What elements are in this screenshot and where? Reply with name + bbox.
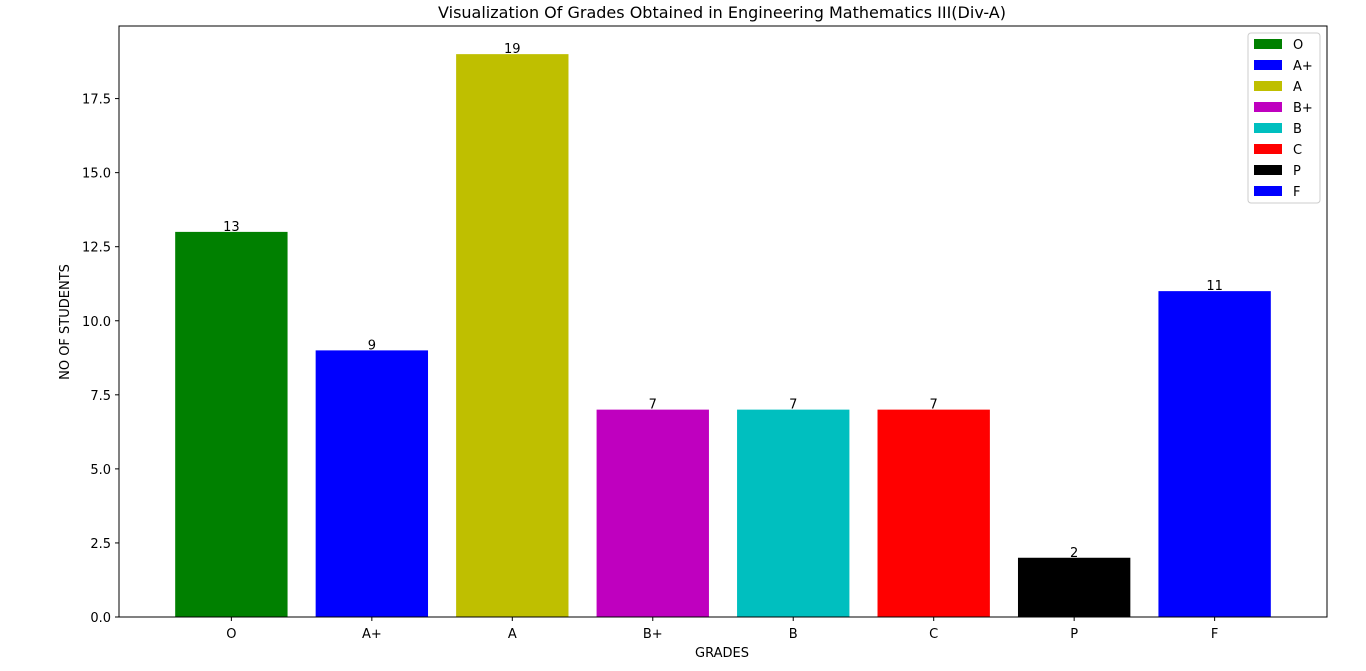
chart-title: Visualization Of Grades Obtained in Engi…: [438, 3, 1006, 22]
y-tick-label: 5.0: [90, 463, 111, 478]
plot-frame: [118, 25, 1328, 618]
bar-F: [1158, 291, 1271, 617]
data-label-A+: 9: [368, 338, 376, 353]
data-label-A: 19: [504, 42, 521, 57]
x-tick-label: F: [1211, 627, 1218, 642]
legend-label-B: B: [1293, 122, 1302, 137]
legend-swatch-C: [1254, 144, 1282, 154]
y-axis-title: NO OF STUDENTS: [58, 264, 73, 380]
data-label-P: 2: [1070, 546, 1078, 561]
legend-swatch-B: [1254, 123, 1282, 133]
legend-label-C: C: [1293, 143, 1302, 158]
data-label-O: 13: [223, 220, 240, 235]
legend-label-A+: A+: [1293, 59, 1313, 74]
legend-box: [1247, 32, 1321, 204]
y-tick-label: 17.5: [82, 93, 111, 108]
x-axis-title: GRADES: [695, 646, 749, 661]
axes-layer: O A+ A B+ B C P F0.02.55.07.510.012.515.017.5: [82, 25, 1328, 642]
x-tick-label: B: [789, 627, 798, 642]
x-tick-label: A+: [362, 627, 382, 642]
legend-swatch-A: [1254, 81, 1282, 91]
y-tick-label: 2.5: [90, 537, 111, 552]
x-tick-label: C: [929, 627, 938, 642]
legend-label-F: F: [1293, 185, 1300, 200]
data-label-F: 11: [1206, 279, 1223, 294]
x-tick-label: O: [226, 627, 236, 642]
legend-label-A: A: [1293, 80, 1302, 95]
x-tick-label: A: [508, 627, 517, 642]
x-tick-label: P: [1070, 627, 1078, 642]
bar-B+: [596, 409, 709, 617]
y-tick-label: 12.5: [82, 241, 111, 256]
legend-swatch-B+: [1254, 102, 1282, 112]
y-tick-label: 10.0: [82, 315, 111, 330]
legend-swatch-P: [1254, 165, 1282, 175]
data-label-B+: 7: [649, 398, 657, 413]
bar-O: [175, 231, 288, 618]
bar-B: [737, 409, 850, 617]
bar-A+: [315, 350, 429, 617]
y-tick-label: 7.5: [90, 389, 111, 404]
x-tick-label: B+: [643, 627, 663, 642]
data-label-C: 7: [930, 398, 938, 413]
legend-label-P: P: [1293, 164, 1301, 179]
legend-label-O: O: [1293, 38, 1303, 53]
y-tick-label: 15.0: [82, 167, 111, 182]
legend-label-B+: B+: [1293, 101, 1313, 116]
legend-swatch-O: [1254, 39, 1282, 49]
bar-C: [877, 409, 990, 617]
legend-swatch-F: [1254, 186, 1282, 196]
data-label-B: 7: [789, 398, 797, 413]
legend-swatch-A+: [1254, 60, 1282, 70]
bar-P: [1017, 557, 1131, 617]
data-labels-layer: 13 9 19 7 7 7 2 11: [223, 42, 1223, 561]
y-tick-label: 0.0: [90, 611, 111, 626]
bars-layer: [175, 54, 1271, 618]
bar-A: [456, 54, 569, 617]
